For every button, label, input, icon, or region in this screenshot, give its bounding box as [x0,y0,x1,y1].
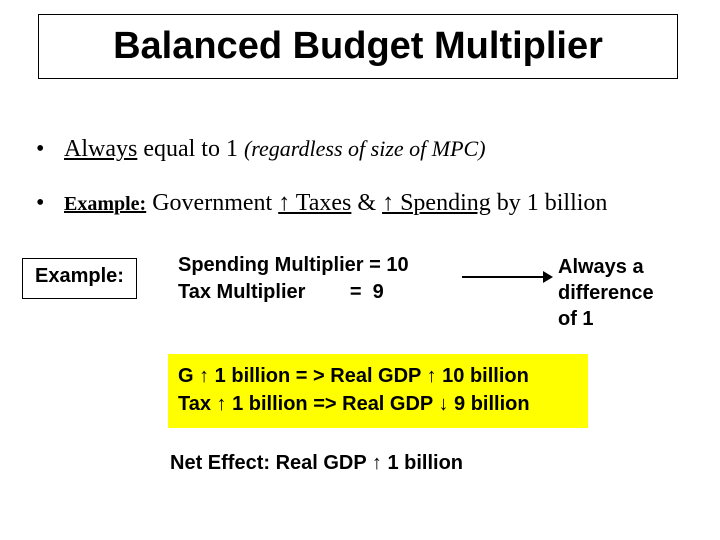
taxes-text: ↑ Taxes [278,190,351,216]
by-text: by 1 billion [491,190,608,216]
example-boxed-label: Example: [22,258,137,299]
yellow-line1: G ↑ 1 billion = > Real GDP ↑ 10 billion [178,362,574,390]
difference-line1: Always a difference [558,254,720,306]
bullet-dot: • [36,136,64,163]
example-label: Example: [64,193,146,215]
spending-text: ↑ Spending [382,190,491,216]
bullet-example: •Example: Government ↑ Taxes & ↑ Spendin… [36,190,607,217]
bullet-dot: • [36,190,64,217]
yellow-line2: Tax ↑ 1 billion => Real GDP ↓ 9 billion [178,390,574,418]
difference-note: Always a difference of 1 [558,254,720,332]
gov-text: Government [146,190,278,216]
difference-line2: of 1 [558,306,720,332]
multiplier-values: Spending Multiplier = 10 Tax Multiplier … [178,252,409,306]
page-title: Balanced Budget Multiplier [113,25,603,67]
bullet-always-equal: •Always equal to 1 (regardless of size o… [36,136,486,163]
title-box: Balanced Budget Multiplier [38,14,678,79]
always-underline: Always [64,136,137,162]
highlight-box: G ↑ 1 billion = > Real GDP ↑ 10 billion … [168,354,588,428]
arrow-line [462,276,544,278]
bullet-paren: (regardless of size of MPC) [244,136,486,161]
amp-text: & [351,190,382,216]
arrow-right-icon [543,271,553,283]
bullet-text: equal to 1 [137,136,244,162]
net-effect: Net Effect: Real GDP ↑ 1 billion [170,452,463,475]
